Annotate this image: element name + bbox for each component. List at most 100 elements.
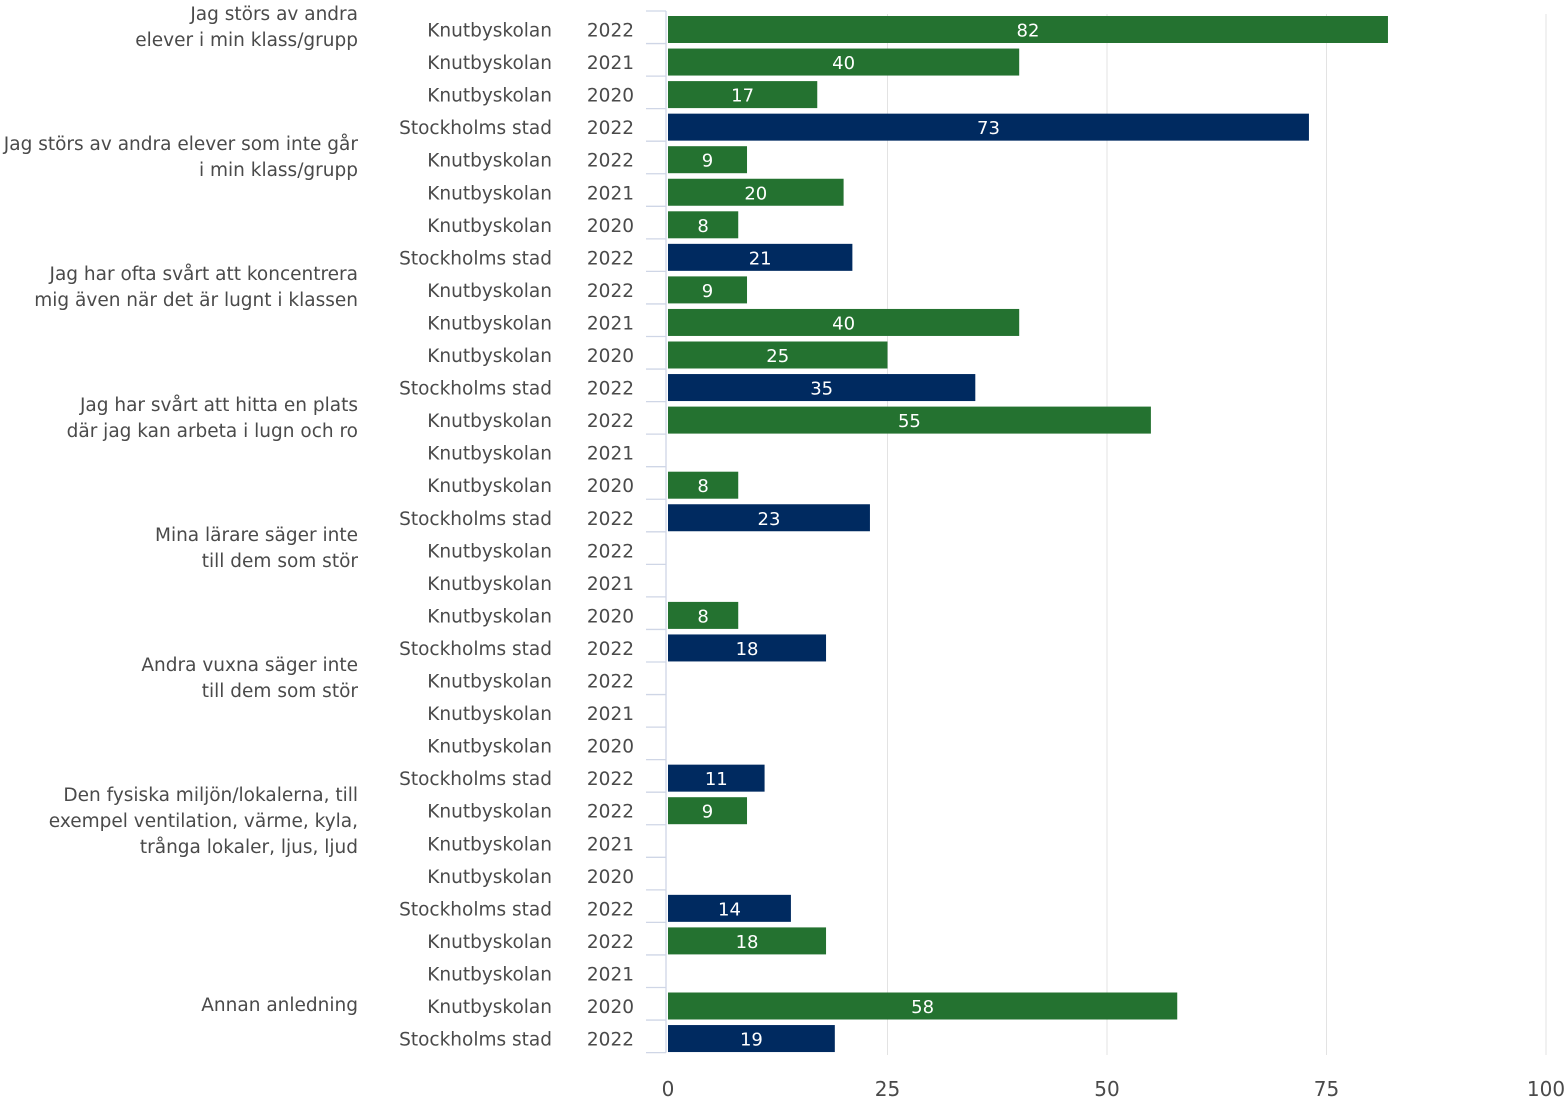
bar <box>668 211 739 239</box>
row-year-label: 2021 <box>587 444 634 465</box>
row-unit-label: Knutbyskolan <box>427 21 552 42</box>
row-unit-label: Knutbyskolan <box>427 151 552 172</box>
row-year-label: 2022 <box>587 672 634 693</box>
question-label-line: mig även när det är lugnt i klassen <box>34 290 358 312</box>
row-year-label: 2021 <box>587 183 634 204</box>
question-label-line: elever i min klass/grupp <box>135 30 358 51</box>
row-unit-label: Knutbyskolan <box>427 183 552 204</box>
data-label: 9 <box>702 802 713 823</box>
bar <box>668 178 844 206</box>
data-label: 25 <box>766 346 789 367</box>
row-unit-label: Stockholms stad <box>399 118 552 139</box>
question-label-line: Jag har svårt att hitta en plats <box>79 394 358 416</box>
data-label: 55 <box>898 411 921 432</box>
row-unit-label: Stockholms stad <box>399 248 552 269</box>
row-unit-label: Knutbyskolan <box>427 802 552 823</box>
bar <box>668 471 739 499</box>
data-label: 82 <box>1017 21 1040 42</box>
question-label: Andra vuxna säger inte till dem som stör <box>0 653 358 705</box>
row-unit-label: Knutbyskolan <box>427 672 552 693</box>
row-unit-label: Stockholms stad <box>399 1030 552 1051</box>
row-year-label: 2022 <box>587 248 634 269</box>
bar <box>668 992 1178 1020</box>
bar <box>668 894 791 922</box>
bar <box>668 341 888 369</box>
row-year-label: 2020 <box>587 997 634 1018</box>
row-year-label: 2022 <box>587 411 634 432</box>
data-label: 73 <box>977 118 1000 139</box>
row-year-label: 2022 <box>587 281 634 302</box>
row-year-label: 2021 <box>587 964 634 985</box>
row-unit-label: Knutbyskolan <box>427 444 552 465</box>
question-label-line: exempel ventilation, värme, kyla, <box>48 811 358 833</box>
row-year-label: 2022 <box>587 932 634 953</box>
question-label-line: trånga lokaler, ljus, ljud <box>139 837 358 859</box>
question-label-line: Jag störs av andra <box>190 4 358 25</box>
row-unit-label: Knutbyskolan <box>427 411 552 432</box>
row-year-label: 2022 <box>587 639 634 660</box>
data-label: 8 <box>697 606 708 627</box>
data-label: 18 <box>736 639 759 660</box>
row-year-label: 2020 <box>587 606 634 627</box>
row-year-label: 2022 <box>587 899 634 920</box>
row-unit-label: Knutbyskolan <box>427 834 552 855</box>
bar <box>668 797 748 825</box>
bar <box>668 406 1151 434</box>
bar <box>668 1025 835 1053</box>
row-year-label: 2022 <box>587 1030 634 1051</box>
row-year-label: 2022 <box>587 541 634 562</box>
row-unit-label: Knutbyskolan <box>427 606 552 627</box>
row-unit-label: Knutbyskolan <box>427 281 552 302</box>
bar <box>668 48 1020 76</box>
question-label: Den fysiska miljön/lokalerna, till exempe… <box>0 783 358 861</box>
bar <box>668 113 1309 141</box>
question-label: Jag har ofta svårt att koncentrera mig äv… <box>0 262 358 314</box>
question-label-line: Jag har ofta svårt att koncentrera <box>49 264 358 286</box>
question-label: Mina lärare säger inte till dem som stör <box>0 523 358 575</box>
data-label: 9 <box>702 151 713 172</box>
data-label: 21 <box>749 248 772 269</box>
data-label: 58 <box>911 997 934 1018</box>
row-unit-label: Stockholms stad <box>399 509 552 530</box>
question-label-line: Jag störs av andra elever som inte går <box>3 134 358 156</box>
question-label: Jag störs av andra elever som inte går i … <box>0 132 358 184</box>
question-label: Jag störs av andra elever i min klass/gru… <box>0 2 358 54</box>
row-year-label: 2022 <box>587 769 634 790</box>
question-label-line: till dem som stör <box>201 550 358 572</box>
row-year-label: 2020 <box>587 737 634 758</box>
bar <box>668 308 1020 336</box>
data-label: 14 <box>718 899 741 920</box>
bar <box>668 504 870 532</box>
row-unit-label: Knutbyskolan <box>427 997 552 1018</box>
bar <box>668 764 765 792</box>
data-label: 18 <box>736 932 759 953</box>
data-label: 23 <box>758 509 781 530</box>
row-year-label: 2021 <box>587 574 634 595</box>
row-year-label: 2021 <box>587 834 634 855</box>
x-tick-label: 75 <box>1314 1077 1339 1098</box>
question-label-line: Andra vuxna säger inte <box>141 655 358 676</box>
row-unit-label: Stockholms stad <box>399 639 552 660</box>
row-unit-label: Stockholms stad <box>399 899 552 920</box>
row-unit-label: Knutbyskolan <box>427 53 552 74</box>
row-unit-label: Knutbyskolan <box>427 476 552 497</box>
row-unit-label: Knutbyskolan <box>427 867 552 888</box>
row-unit-label: Stockholms stad <box>399 769 552 790</box>
data-label: 35 <box>810 379 833 400</box>
question-label-line: Mina lärare säger inte <box>154 524 358 546</box>
data-label: 40 <box>832 313 855 334</box>
data-label: 17 <box>731 86 754 107</box>
bar <box>668 81 818 109</box>
bar <box>668 276 748 304</box>
row-year-label: 2021 <box>587 313 634 334</box>
data-label: 9 <box>702 281 713 302</box>
bar <box>668 374 976 402</box>
bar <box>668 601 739 629</box>
question-label-line: Den fysiska miljön/lokalerna, till <box>63 785 358 807</box>
question-label-line: Annan anledning <box>201 994 358 1016</box>
x-tick-label: 25 <box>875 1077 900 1098</box>
row-unit-label: Knutbyskolan <box>427 574 552 595</box>
row-unit-label: Knutbyskolan <box>427 313 552 334</box>
row-unit-label: Knutbyskolan <box>427 964 552 985</box>
